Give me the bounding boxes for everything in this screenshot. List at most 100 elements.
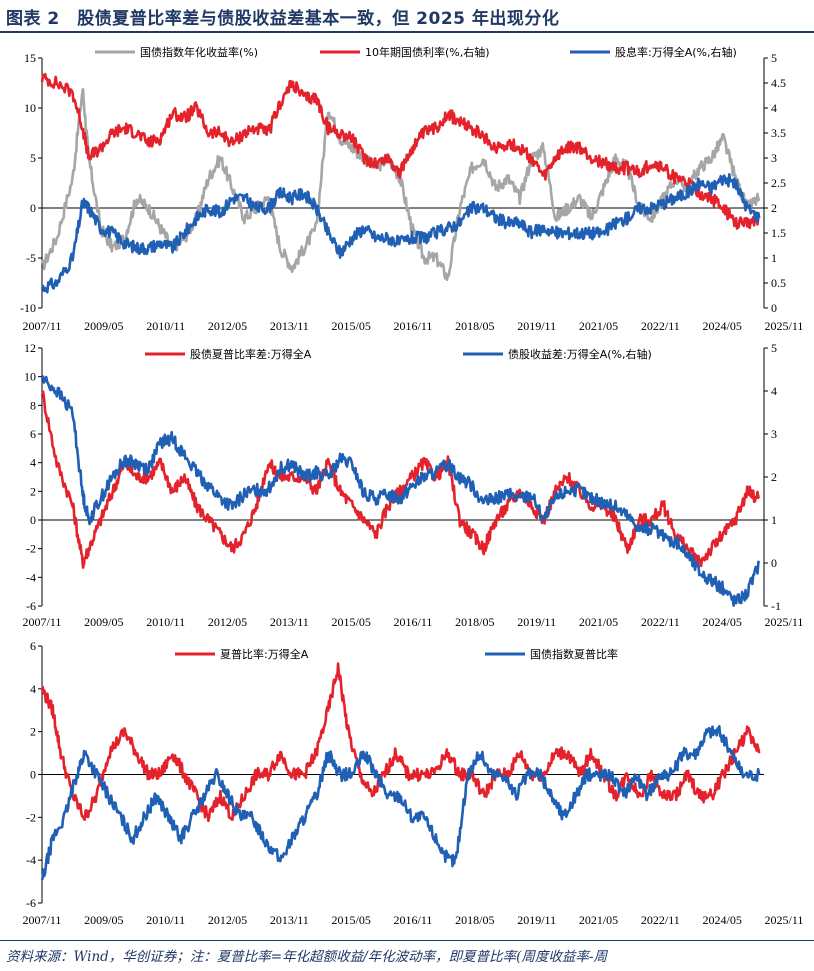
y-tick-label-left: 4: [30, 456, 36, 470]
x-tick-label: 2015/05: [331, 319, 370, 333]
x-tick-label: 2015/05: [331, 615, 370, 629]
y-tick-label-left: 5: [30, 151, 36, 165]
x-tick-label: 2013/11: [270, 913, 309, 927]
x-tick-label: 2016/11: [394, 913, 433, 927]
x-tick-label: 2022/11: [641, 615, 680, 629]
series-line-red: [40, 390, 761, 569]
legend-label-blue: 股息率:万得全A(%,右轴): [615, 45, 737, 59]
legend-label-red: 10年期国债利率(%,右轴): [365, 45, 490, 59]
y-tick-label-left: 0: [30, 768, 36, 782]
y-tick-label-left: -2: [26, 542, 36, 556]
x-tick-label: 2007/11: [23, 319, 62, 333]
series-line-blue: [40, 173, 761, 294]
y-tick-label-left: 0: [30, 513, 36, 527]
x-tick-label: 2012/05: [208, 615, 247, 629]
y-tick-label-left: -10: [20, 301, 36, 315]
figure-title: 图表 2 股债夏普比率差与债股收益差基本一致，但 2025 年出现分化: [6, 9, 560, 29]
x-tick-label: 2010/11: [146, 615, 185, 629]
x-tick-label: 2021/05: [579, 319, 618, 333]
x-tick-label: 2013/11: [270, 319, 309, 333]
y-tick-label-right: 0.5: [771, 276, 786, 290]
y-tick-label-right: 4.5: [771, 76, 786, 90]
x-tick-label: 2007/11: [23, 615, 62, 629]
x-tick-label: 2009/05: [84, 319, 123, 333]
x-tick-label: 2024/05: [702, 615, 741, 629]
y-tick-label-left: 8: [30, 398, 36, 412]
y-tick-label-left: 10: [24, 101, 36, 115]
x-tick-label: 2016/11: [394, 615, 433, 629]
footer-rule: [0, 940, 814, 941]
x-tick-label: 2016/11: [394, 319, 433, 333]
y-tick-label-right: 3.5: [771, 126, 786, 140]
x-tick-label: 2009/05: [84, 913, 123, 927]
y-tick-label-left: 2: [30, 484, 36, 498]
y-tick-label-right: -1: [771, 599, 781, 613]
y-tick-label-right: 3: [771, 427, 777, 441]
x-tick-label: 2018/05: [455, 913, 494, 927]
y-tick-label-left: 10: [24, 370, 36, 384]
y-tick-label-right: 2: [771, 470, 777, 484]
x-tick-label: 2021/05: [579, 615, 618, 629]
x-tick-label: 2012/05: [208, 913, 247, 927]
y-tick-label-left: -6: [26, 896, 36, 910]
y-tick-label-right: 4: [771, 101, 777, 115]
series-line-blue: [40, 375, 761, 607]
x-tick-label: 2022/11: [641, 319, 680, 333]
x-tick-label: 2018/05: [455, 615, 494, 629]
y-tick-label-right: 1.5: [771, 226, 786, 240]
x-tick-label: 2019/11: [517, 913, 556, 927]
y-tick-label-left: 2: [30, 725, 36, 739]
source-note: 资料来源：Wind，华创证券；注：夏普比率=年化超额收益/年化波动率，即夏普比率…: [6, 949, 607, 965]
y-tick-label-left: 6: [30, 427, 36, 441]
y-tick-label-left: 12: [24, 341, 36, 355]
x-tick-label: 2019/11: [517, 319, 556, 333]
legend-label-blue: 债股收益差:万得全A(%,右轴): [508, 347, 652, 361]
y-tick-label-left: -2: [26, 810, 36, 824]
x-tick-label: 2025/11: [765, 319, 804, 333]
y-tick-label-right: 2.5: [771, 176, 786, 190]
y-tick-label-left: 15: [24, 51, 36, 65]
legend-label-gray: 国债指数年化收益率(%): [140, 45, 258, 59]
x-tick-label: 2010/11: [146, 319, 185, 333]
x-tick-label: 2018/05: [455, 319, 494, 333]
x-tick-label: 2024/05: [702, 913, 741, 927]
y-tick-label-right: 5: [771, 341, 777, 355]
chart-panel-1: 15 10 5 0 -5 -10 5 4.5 4 3.5 3 2.5 2 1.5 1 0.5 0 2007/11 2…: [20, 45, 804, 333]
x-tick-label: 2019/11: [517, 615, 556, 629]
x-tick-label: 2024/05: [702, 319, 741, 333]
x-tick-label: 2025/11: [765, 615, 804, 629]
title-rule: [0, 31, 814, 33]
x-tick-label: 2013/11: [270, 615, 309, 629]
y-tick-label-right: 0: [771, 556, 777, 570]
chart-panel-3: 6 4 2 0 -2 -4 -6 2007/11 2009/05 2010/11 2012/05 20…: [23, 639, 804, 927]
y-tick-label-left: 6: [30, 639, 36, 653]
x-tick-label: 2012/05: [208, 319, 247, 333]
series-line-blue: [40, 725, 761, 881]
series-line-red: [40, 662, 761, 823]
x-tick-label: 2010/11: [146, 913, 185, 927]
y-tick-label-left: -6: [26, 599, 36, 613]
y-tick-label-left: -4: [26, 570, 36, 584]
y-tick-label-right: 1: [771, 251, 777, 265]
y-tick-label-left: -4: [26, 853, 36, 867]
x-tick-label: 2025/11: [765, 913, 804, 927]
y-tick-label-right: 4: [771, 384, 777, 398]
legend-label-blue: 国债指数夏普比率: [530, 647, 618, 661]
x-tick-label: 2022/11: [641, 913, 680, 927]
y-tick-label-left: 4: [30, 682, 36, 696]
y-tick-label-right: 0: [771, 301, 777, 315]
y-tick-label-right: 5: [771, 51, 777, 65]
x-tick-label: 2007/11: [23, 913, 62, 927]
y-tick-label-left: 0: [30, 201, 36, 215]
y-tick-label-right: 2: [771, 201, 777, 215]
series-line-red: [40, 72, 761, 230]
x-tick-label: 2015/05: [331, 913, 370, 927]
y-tick-label-right: 1: [771, 513, 777, 527]
legend-label-red: 股债夏普比率差:万得全A: [190, 347, 312, 361]
x-tick-label: 2009/05: [84, 615, 123, 629]
x-tick-label: 2021/05: [579, 913, 618, 927]
y-tick-label-left: -5: [26, 251, 36, 265]
series-line-gray: [40, 88, 761, 281]
legend-label-red: 夏普比率:万得全A: [220, 647, 309, 661]
